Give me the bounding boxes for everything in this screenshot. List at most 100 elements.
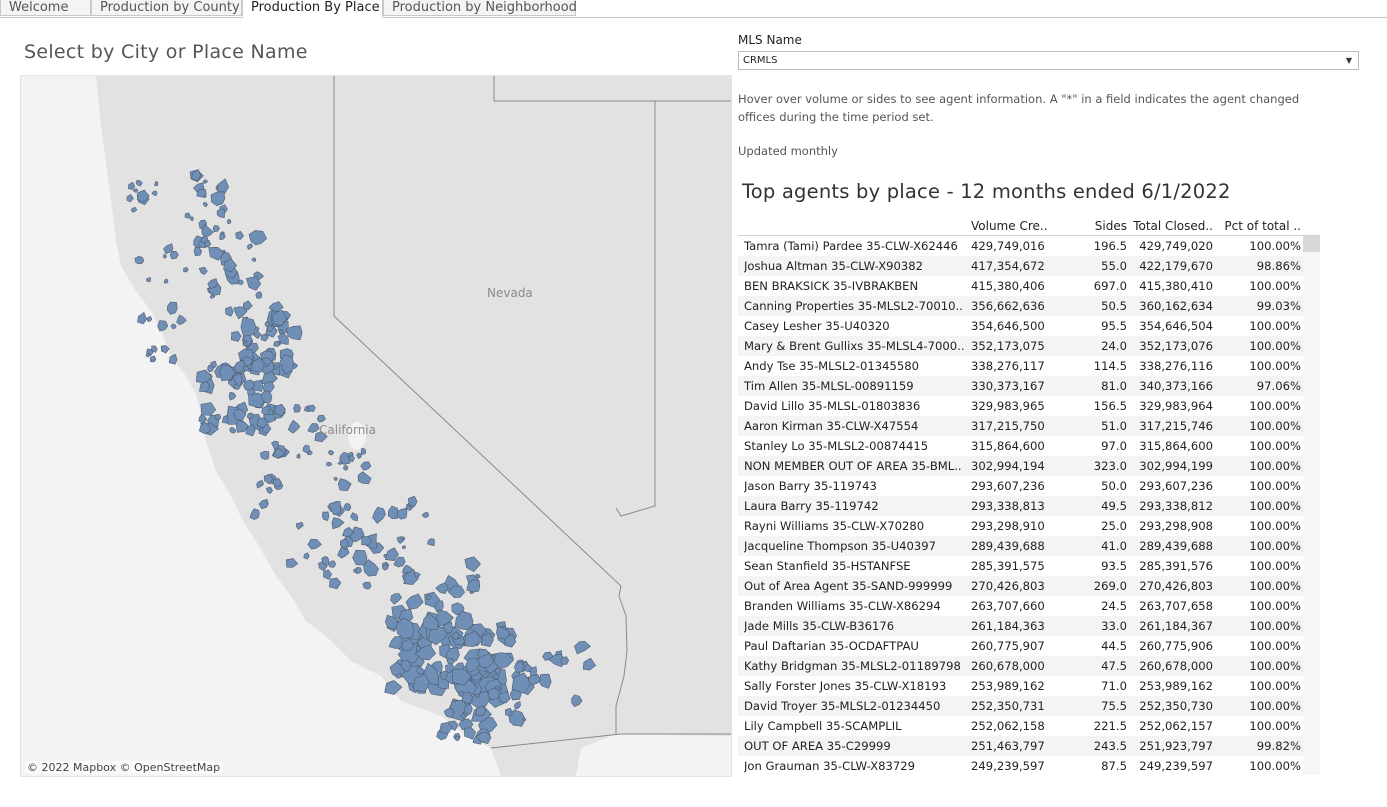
volume-cell[interactable]: 289,439,688 bbox=[971, 539, 1045, 553]
place-polygon[interactable] bbox=[264, 321, 270, 327]
place-polygon[interactable] bbox=[321, 511, 330, 521]
place-polygon[interactable] bbox=[582, 657, 597, 671]
place-polygon[interactable] bbox=[475, 732, 492, 745]
place-polygon[interactable] bbox=[494, 667, 502, 674]
place-polygon[interactable] bbox=[357, 471, 372, 485]
place-polygon[interactable] bbox=[340, 538, 349, 550]
place-polygon[interactable] bbox=[329, 577, 342, 590]
place-polygon[interactable] bbox=[362, 581, 372, 590]
sides-cell[interactable]: 41.0 bbox=[1101, 539, 1127, 553]
sides-cell[interactable]: 221.5 bbox=[1093, 719, 1127, 733]
place-polygon[interactable] bbox=[277, 332, 289, 345]
place-polygon[interactable] bbox=[337, 460, 343, 465]
sides-cell[interactable]: 269.0 bbox=[1093, 579, 1127, 593]
place-polygon[interactable] bbox=[233, 372, 243, 387]
place-polygon[interactable] bbox=[263, 363, 268, 368]
place-polygon[interactable] bbox=[230, 331, 242, 342]
place-polygon[interactable] bbox=[273, 340, 281, 347]
place-polygon[interactable] bbox=[293, 403, 301, 413]
place-polygon[interactable] bbox=[307, 423, 320, 433]
volume-cell[interactable]: 330,373,167 bbox=[971, 379, 1045, 393]
volume-cell[interactable]: 252,350,731 bbox=[971, 699, 1045, 713]
sides-cell[interactable]: 93.5 bbox=[1101, 559, 1127, 573]
place-polygon[interactable] bbox=[199, 380, 211, 393]
place-polygon[interactable] bbox=[219, 364, 236, 382]
volume-cell[interactable]: 302,994,194 bbox=[971, 459, 1045, 473]
place-polygon[interactable] bbox=[361, 536, 373, 546]
place-polygon[interactable] bbox=[571, 694, 583, 707]
place-polygon[interactable] bbox=[435, 582, 449, 595]
table-row[interactable]: Joshua Altman 35-CLW-X90382 417,354,672 55… bbox=[738, 256, 1320, 276]
table-row[interactable]: Lily Campbell 35-SCAMPLIL 252,062,158 221.… bbox=[738, 716, 1320, 736]
place-polygon[interactable] bbox=[427, 625, 448, 646]
column-header-volume[interactable]: Volume Cre.. bbox=[971, 219, 1048, 233]
volume-cell[interactable]: 260,775,907 bbox=[971, 639, 1045, 653]
sides-cell[interactable]: 49.5 bbox=[1101, 499, 1127, 513]
tab-production-by-place[interactable]: Production By Place bbox=[242, 0, 383, 18]
place-polygon[interactable] bbox=[302, 444, 310, 453]
place-polygon[interactable] bbox=[248, 392, 266, 409]
place-polygon[interactable] bbox=[258, 498, 269, 510]
place-polygon[interactable] bbox=[154, 181, 159, 187]
place-polygon[interactable] bbox=[496, 625, 511, 640]
place-polygon[interactable] bbox=[240, 316, 257, 337]
place-polygon[interactable] bbox=[229, 426, 237, 434]
place-polygon[interactable] bbox=[395, 672, 402, 679]
table-row[interactable]: Sean Stanfield 35-HSTANFSE 285,391,575 93.… bbox=[738, 556, 1320, 576]
place-polygon[interactable] bbox=[271, 309, 288, 327]
place-polygon[interactable] bbox=[253, 330, 262, 340]
table-row[interactable]: Out of Area Agent 35-SAND-999999 270,426,… bbox=[738, 576, 1320, 596]
place-polygon[interactable] bbox=[202, 202, 208, 208]
map-attribution[interactable]: © 2022 Mapbox © OpenStreetMap bbox=[25, 761, 223, 774]
place-polygon[interactable] bbox=[356, 452, 362, 460]
table-row[interactable]: Canning Properties 35-MLSL2-70010.. 356,6… bbox=[738, 296, 1320, 316]
place-polygon[interactable] bbox=[405, 593, 424, 610]
sides-cell[interactable]: 97.0 bbox=[1101, 439, 1127, 453]
place-polygon[interactable] bbox=[189, 216, 194, 222]
column-header-pct-of-total[interactable]: Pct of total .. bbox=[1224, 219, 1301, 233]
place-polygon[interactable] bbox=[242, 365, 250, 372]
place-polygons[interactable] bbox=[126, 168, 597, 745]
table-row[interactable]: Jason Barry 35-119743 293,607,236 50.0 293,… bbox=[738, 476, 1320, 496]
place-polygon[interactable] bbox=[167, 301, 178, 315]
place-polygon[interactable] bbox=[303, 552, 310, 560]
place-polygon[interactable] bbox=[279, 354, 295, 375]
place-map[interactable]: Nevada California © 2022 Mapbox © OpenSt… bbox=[20, 75, 732, 777]
volume-cell[interactable]: 338,276,117 bbox=[971, 359, 1045, 373]
place-polygon[interactable] bbox=[268, 409, 274, 415]
place-polygon[interactable] bbox=[401, 638, 415, 652]
place-polygon[interactable] bbox=[243, 379, 255, 391]
place-polygon[interactable] bbox=[151, 190, 158, 197]
place-polygon[interactable] bbox=[464, 556, 481, 572]
place-polygon[interactable] bbox=[452, 631, 460, 641]
place-polygon[interactable] bbox=[574, 640, 592, 655]
place-polygon[interactable] bbox=[415, 646, 421, 652]
place-polygon[interactable] bbox=[475, 573, 481, 579]
table-row[interactable]: David Lillo 35-MLSL-01803836 329,983,965 1… bbox=[738, 396, 1320, 416]
place-polygon[interactable] bbox=[272, 448, 286, 459]
place-polygon[interactable] bbox=[204, 239, 212, 248]
place-polygon[interactable] bbox=[168, 353, 178, 365]
column-header-total-closed[interactable]: Total Closed.. bbox=[1133, 219, 1213, 233]
place-polygon[interactable] bbox=[160, 345, 170, 354]
place-polygon[interactable] bbox=[130, 207, 138, 213]
place-polygon[interactable] bbox=[314, 431, 328, 443]
sides-cell[interactable]: 51.0 bbox=[1101, 419, 1127, 433]
place-polygon[interactable] bbox=[246, 243, 254, 250]
place-polygon[interactable] bbox=[390, 593, 402, 605]
place-polygon[interactable] bbox=[183, 267, 189, 273]
place-polygon[interactable] bbox=[245, 423, 256, 437]
place-polygon[interactable] bbox=[427, 538, 435, 547]
place-polygon[interactable] bbox=[464, 727, 476, 740]
table-row[interactable]: Laura Barry 35-119742 293,338,813 49.5 293,… bbox=[738, 496, 1320, 516]
place-polygon[interactable] bbox=[149, 355, 157, 363]
place-polygon[interactable] bbox=[348, 454, 356, 463]
volume-cell[interactable]: 263,707,660 bbox=[971, 599, 1045, 613]
place-polygon[interactable] bbox=[446, 658, 455, 665]
place-polygon[interactable] bbox=[384, 547, 399, 562]
place-polygon[interactable] bbox=[421, 512, 430, 518]
chevron-down-icon[interactable]: ▼ bbox=[1345, 56, 1352, 65]
table-row[interactable]: Jade Mills 35-CLW-B36176 261,184,363 33.0 2… bbox=[738, 616, 1320, 636]
place-polygon[interactable] bbox=[176, 314, 187, 326]
sides-cell[interactable]: 114.5 bbox=[1093, 359, 1127, 373]
